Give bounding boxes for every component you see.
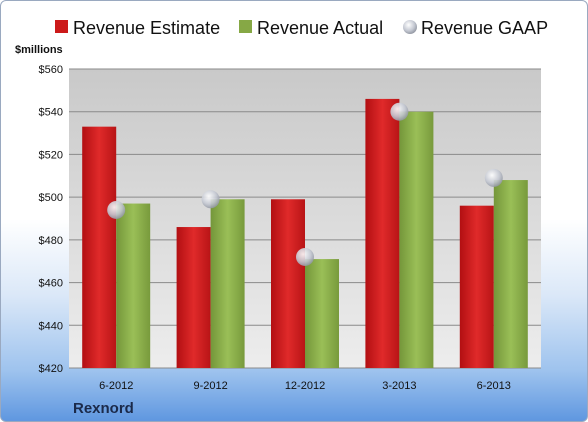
x-tick-label: 3-2013 (382, 380, 416, 392)
marker-revenue-gaap (390, 102, 409, 121)
marker-revenue-gaap (484, 168, 503, 187)
bar-revenue-actual (210, 199, 245, 368)
y-tick-label: $420 (39, 363, 63, 375)
y-unit-label: $millions (15, 44, 63, 56)
legend-label-estimate: Revenue Estimate (73, 18, 220, 38)
marker-revenue-gaap (296, 247, 314, 266)
y-tick-label: $520 (39, 149, 63, 161)
y-tick-label: $540 (39, 107, 63, 119)
bar-revenue-actual (116, 203, 151, 368)
legend-swatch-actual (239, 20, 252, 33)
marker-revenue-gaap (107, 200, 126, 219)
x-tick-label: 6-2013 (477, 380, 511, 392)
bar-revenue-estimate (82, 126, 117, 369)
legend-label-gaap: Revenue GAAP (421, 18, 548, 38)
y-tick-label: $480 (39, 235, 63, 247)
x-tick-label: 9-2012 (193, 380, 227, 392)
legend-label-actual: Revenue Actual (257, 18, 383, 38)
bar-revenue-actual (493, 180, 528, 368)
x-tick-label: 6-2012 (99, 380, 133, 392)
bar-revenue-estimate (271, 199, 305, 368)
bars (82, 98, 528, 369)
marker-revenue-gaap (201, 190, 220, 209)
y-tick-label: $560 (39, 64, 63, 76)
legend-marker-gaap (403, 20, 417, 34)
y-tick-label: $440 (39, 320, 63, 332)
x-axis-ticks: 6-2012 9-2012 12-2012 3-2013 6-2013 (99, 380, 511, 392)
bar-revenue-estimate (365, 98, 400, 369)
bar-revenue-estimate (176, 227, 211, 368)
legend: Revenue Estimate Revenue Actual Revenue … (55, 18, 548, 38)
bar-revenue-actual (399, 111, 434, 368)
bar-revenue-estimate (459, 205, 494, 368)
company-label: Rexnord (73, 400, 134, 417)
x-tick-label: 12-2012 (285, 380, 325, 392)
legend-swatch-estimate (55, 20, 68, 33)
y-axis-ticks: $420 $440 $460 $480 $500 $520 $540 $560 (39, 64, 63, 375)
y-tick-label: $460 (39, 278, 63, 290)
y-tick-label: $500 (39, 192, 63, 204)
gaap-markers (107, 102, 503, 266)
bar-revenue-actual (305, 259, 339, 368)
